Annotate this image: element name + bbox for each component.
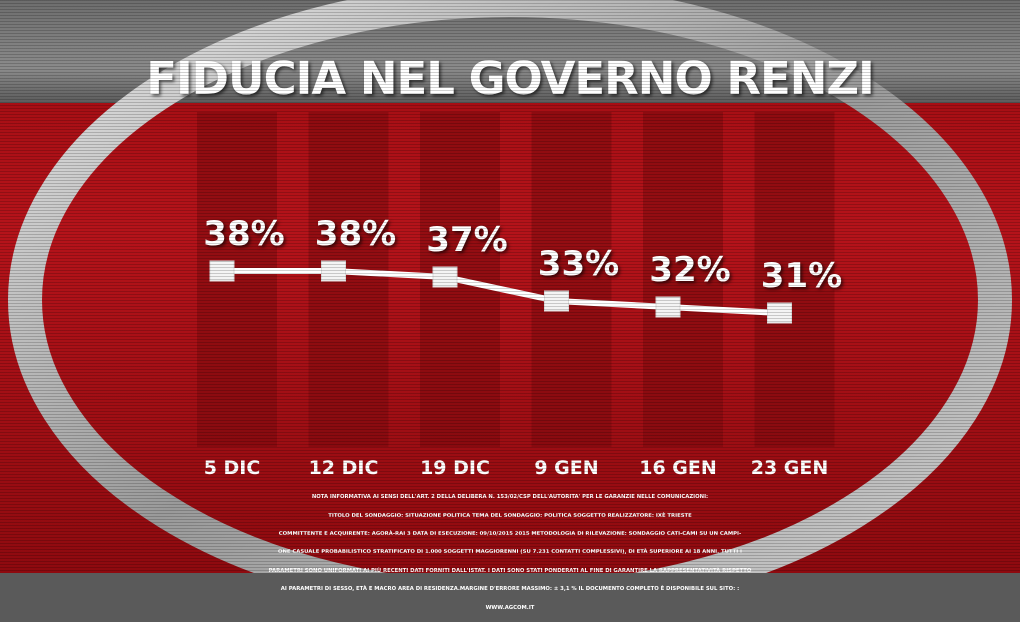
data-point-marker bbox=[209, 260, 235, 282]
category-column bbox=[643, 112, 723, 447]
note-line: COMMITTENTE E ACQUIRENTE: AGORÀ-RAI 3 DA… bbox=[278, 531, 742, 538]
category-column bbox=[531, 112, 612, 447]
chart: 38% 38% 37% 33% 32% 31% 5 DIC 12 DIC 19 DIC 9 GE… bbox=[8, 0, 1012, 573]
x-tick-labels: 5 DIC 12 DIC 19 DIC 9 GEN 16 GEN 23 GEN bbox=[204, 457, 829, 479]
data-point-marker bbox=[321, 260, 346, 282]
decorative-ring bbox=[8, 0, 1012, 573]
category-columns bbox=[197, 112, 835, 447]
data-label: 32% bbox=[649, 250, 730, 290]
x-tick-label: 23 GEN bbox=[751, 457, 829, 479]
data-label: 37% bbox=[426, 220, 507, 260]
note-line: TITOLO DEL SONDAGGIO: SITUAZIONE POLITIC… bbox=[328, 512, 692, 519]
category-column bbox=[308, 112, 389, 447]
value-labels: 38% 38% 37% 33% 32% 31% bbox=[203, 214, 842, 296]
data-label: 31% bbox=[761, 256, 842, 296]
data-label: 33% bbox=[538, 244, 619, 284]
data-label: 38% bbox=[203, 214, 284, 254]
x-tick-label: 9 GEN bbox=[534, 457, 598, 479]
data-point-marker bbox=[655, 296, 681, 318]
note-line: WWW.AGCOM.IT bbox=[485, 604, 535, 611]
note-line: PARAMETRI SONO UNIFORMATI AI PIÙ RECENTI… bbox=[268, 567, 752, 574]
data-point-marker bbox=[767, 302, 792, 324]
note-line: ONE CASUALE PROBABILISTICO STRATIFICATO … bbox=[277, 549, 743, 556]
data-markers bbox=[209, 260, 792, 324]
data-point-marker bbox=[544, 290, 569, 312]
x-tick-label: 12 DIC bbox=[309, 457, 379, 479]
series-line-path bbox=[222, 268, 780, 316]
x-tick-label: 5 DIC bbox=[204, 457, 261, 479]
category-column bbox=[754, 112, 835, 447]
note-line: AI PARAMETRI DI SESSO, ETÀ E MACRO AREA … bbox=[280, 586, 740, 593]
data-point-marker bbox=[432, 266, 458, 288]
x-tick-label: 16 GEN bbox=[639, 457, 717, 479]
note-line: NOTA INFORMATIVA AI SENSI DELL'ART. 2 DE… bbox=[311, 494, 709, 501]
series-line bbox=[222, 268, 780, 316]
survey-disclosure-note: NOTA INFORMATIVA AI SENSI DELL'ART. 2 DE… bbox=[250, 484, 770, 622]
data-label: 38% bbox=[315, 214, 396, 254]
chart-title: FIDUCIA NEL GOVERNO RENZI bbox=[146, 52, 875, 105]
x-tick-label: 19 DIC bbox=[420, 457, 490, 479]
category-column bbox=[197, 112, 277, 447]
